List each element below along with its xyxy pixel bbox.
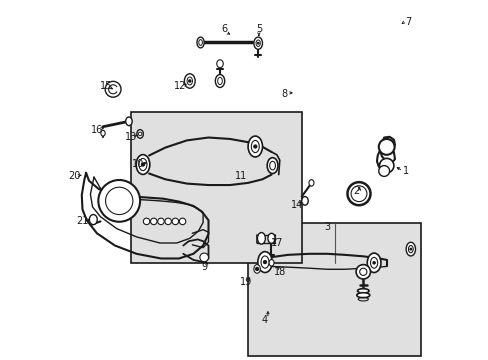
Ellipse shape [184, 74, 195, 88]
Text: 1: 1 [403, 166, 409, 176]
Text: 7: 7 [405, 17, 410, 27]
Text: 21: 21 [76, 216, 88, 226]
Text: 2: 2 [352, 186, 359, 196]
Ellipse shape [308, 180, 313, 186]
Ellipse shape [101, 130, 105, 136]
Ellipse shape [257, 233, 265, 244]
Circle shape [350, 186, 366, 202]
Text: 15: 15 [100, 81, 112, 91]
Circle shape [150, 218, 157, 225]
Bar [131, 112, 302, 263]
Circle shape [408, 248, 411, 251]
Circle shape [347, 182, 370, 205]
Ellipse shape [406, 242, 415, 256]
Circle shape [179, 218, 185, 225]
Ellipse shape [253, 265, 260, 273]
Circle shape [256, 42, 259, 45]
Circle shape [379, 158, 393, 173]
Ellipse shape [247, 136, 262, 157]
Ellipse shape [125, 117, 132, 126]
Text: 16: 16 [91, 125, 103, 135]
Ellipse shape [216, 60, 223, 68]
Ellipse shape [357, 289, 368, 293]
Text: 19: 19 [240, 276, 252, 287]
Ellipse shape [266, 158, 277, 174]
Text: 8: 8 [281, 89, 286, 99]
Ellipse shape [251, 140, 259, 153]
Ellipse shape [268, 260, 273, 266]
Circle shape [378, 166, 389, 176]
Ellipse shape [269, 161, 275, 170]
Circle shape [187, 79, 191, 83]
Ellipse shape [370, 257, 377, 268]
Ellipse shape [301, 197, 307, 205]
Ellipse shape [366, 253, 380, 273]
Ellipse shape [257, 252, 272, 273]
Text: 20: 20 [68, 171, 81, 181]
Circle shape [158, 218, 164, 225]
Text: 11: 11 [234, 171, 246, 181]
Ellipse shape [253, 37, 262, 49]
Circle shape [359, 268, 366, 275]
Text: 9: 9 [202, 262, 207, 272]
Circle shape [200, 253, 208, 262]
Ellipse shape [215, 75, 224, 87]
Ellipse shape [356, 293, 369, 298]
Text: 18: 18 [274, 267, 286, 277]
Text: 17: 17 [270, 238, 283, 248]
Circle shape [371, 261, 375, 265]
Text: 5: 5 [255, 24, 262, 34]
Circle shape [105, 81, 121, 97]
Circle shape [355, 265, 370, 279]
Circle shape [172, 218, 178, 225]
Ellipse shape [139, 158, 146, 171]
Circle shape [164, 218, 171, 225]
Text: 14: 14 [290, 200, 302, 210]
Ellipse shape [261, 256, 268, 268]
Ellipse shape [267, 233, 275, 243]
Circle shape [98, 180, 140, 222]
Circle shape [143, 218, 149, 225]
Text: 10: 10 [132, 159, 144, 169]
Circle shape [141, 162, 145, 167]
Bar [247, 223, 420, 356]
Ellipse shape [407, 246, 412, 253]
Text: 6: 6 [221, 24, 227, 34]
Ellipse shape [137, 130, 143, 138]
Circle shape [378, 139, 394, 155]
Text: 4: 4 [261, 315, 267, 325]
Ellipse shape [89, 215, 97, 225]
Text: 13: 13 [125, 132, 137, 142]
Circle shape [263, 260, 266, 264]
Circle shape [253, 144, 257, 149]
Text: 3: 3 [324, 222, 330, 232]
Ellipse shape [136, 155, 149, 175]
Ellipse shape [197, 37, 204, 48]
Text: 12: 12 [173, 81, 185, 91]
Circle shape [254, 267, 259, 271]
